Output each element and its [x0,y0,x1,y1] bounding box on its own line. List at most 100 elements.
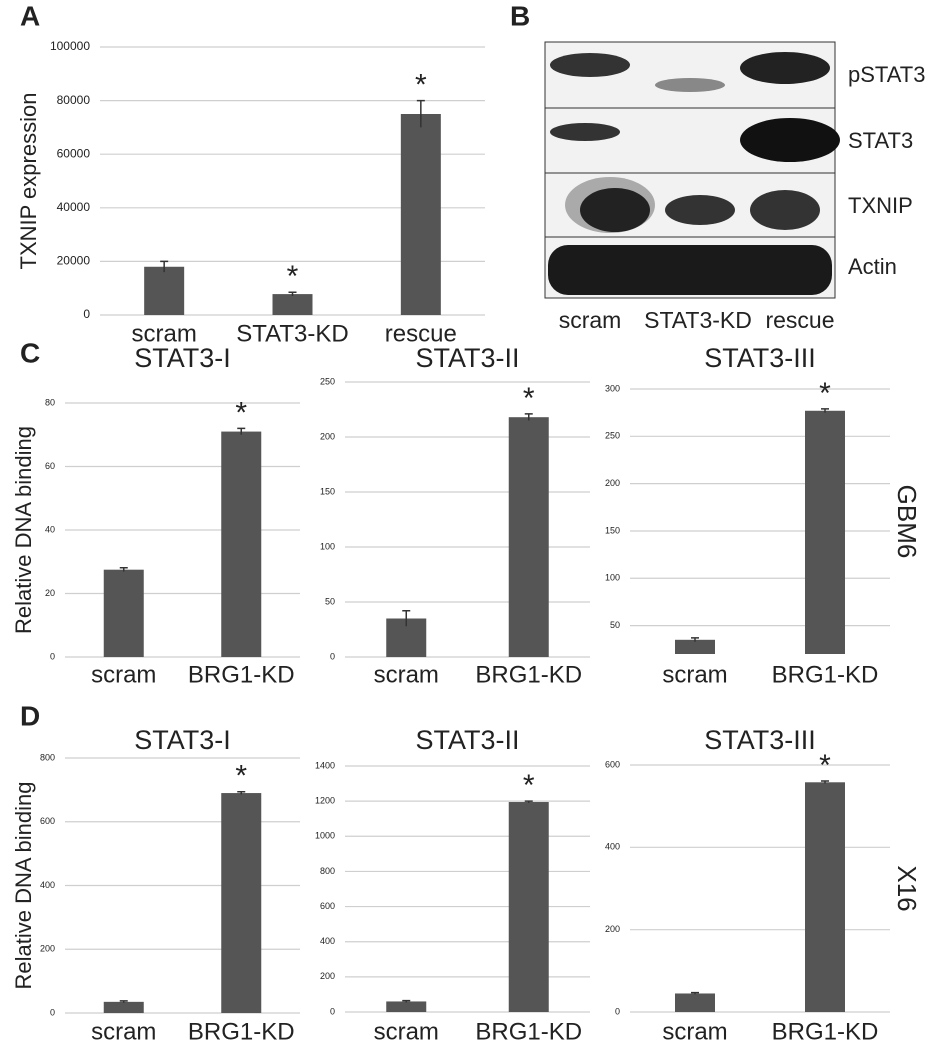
panel-letter: B [510,0,530,31]
bar [400,114,441,315]
y-tick-label: 100 [605,573,620,583]
error-bar [119,1000,128,1003]
x-tick-label: STAT3-KD [236,320,348,347]
y-tick-label: 0 [50,1007,55,1017]
y-tick-label: 100 [320,541,335,551]
x-tick-label: scram [374,661,439,688]
y-tick-label: 150 [605,525,620,535]
y-tick-label: 0 [83,307,90,321]
bar [805,410,845,654]
blot-band [550,53,630,77]
blot-band [750,190,820,230]
blot-band [548,245,832,295]
chart-title: STAT3-II [415,343,519,373]
y-tick-label: 40000 [57,200,91,214]
western-blot: B pSTAT3 STAT3 TXNIP Actin scram STAT3-K… [510,0,925,333]
error-bar [821,408,829,413]
y-tick-label: 400 [605,842,620,852]
x-tick-label: rescue [385,320,457,347]
y-tick-label: 20000 [57,254,91,268]
y-tick-label: 80 [45,397,55,407]
y-tick-label: 200 [40,944,55,954]
error-bar [237,427,246,435]
panel-letter: D [20,700,40,731]
bar [221,431,262,657]
y-axis-label: Relative DNA binding [11,782,36,990]
y-tick-label: 800 [40,752,55,762]
chart-title: STAT3-I [134,725,231,755]
chart-title: STAT3-III [704,725,816,755]
error-bar [821,780,829,784]
significance-mark: * [287,260,299,293]
bar [103,569,144,657]
error-bar [402,999,411,1003]
y-tick-label: 600 [320,901,335,911]
y-tick-label: 0 [330,651,335,661]
blot-band [740,52,830,84]
blot-band [550,123,620,141]
y-tick-label: 600 [40,816,55,826]
bar [221,793,262,1013]
panel-letter: A [20,0,40,31]
x-tick-label: BRG1-KD [188,661,295,688]
error-bar [288,291,297,296]
y-axis-label: Relative DNA binding [11,426,36,634]
error-bar [691,637,699,642]
y-tick-label: 100000 [50,39,90,53]
error-bar [691,991,699,995]
y-axis-label: TXNIP expression [16,93,41,270]
y-tick-label: 800 [320,866,335,876]
y-tick-label: 200 [605,924,620,934]
blot-band [580,188,650,232]
bar [675,993,715,1012]
y-tick-label: 200 [605,478,620,488]
blot-band [665,195,735,225]
y-tick-label: 300 [605,383,620,393]
y-tick-label: 250 [320,376,335,386]
y-tick-label: 400 [40,880,55,890]
chart-title: STAT3-III [704,343,816,373]
side-label: GBM6 [892,485,922,559]
blot-band [655,78,725,92]
y-tick-label: 200 [320,431,335,441]
significance-mark: * [235,760,247,793]
y-tick-label: 250 [605,431,620,441]
error-bar [524,800,533,803]
significance-mark: * [235,396,247,429]
x-tick-label: BRG1-KD [188,1018,295,1045]
x-tick-label: scram [662,1018,727,1045]
panel-letter: C [20,337,40,368]
bar [508,417,549,657]
blot-lane-label: scram [559,307,622,333]
y-tick-label: 0 [50,651,55,661]
bar [144,266,185,315]
y-tick-label: 40 [45,524,55,534]
x-tick-label: BRG1-KD [772,661,879,688]
significance-mark: * [523,382,535,415]
blot-row-label: TXNIP [848,193,913,218]
side-label: X16 [892,865,922,911]
significance-mark: * [415,69,427,102]
blot-lane-label: STAT3-KD [644,307,752,333]
y-tick-label: 400 [320,936,335,946]
y-tick-label: 200 [320,971,335,981]
x-tick-label: scram [131,320,196,347]
y-tick-label: 60 [45,461,55,471]
error-bar [237,791,246,795]
error-bar [524,413,533,421]
bar [508,802,549,1012]
blot-row-label: Actin [848,254,897,279]
bar [805,782,845,1012]
y-tick-label: 0 [615,1006,620,1016]
bar [103,1001,144,1013]
blot-row-label: STAT3 [848,128,913,153]
error-bar [160,260,169,273]
blot-band [740,118,840,162]
blot-lane-label: rescue [765,307,834,333]
x-tick-label: scram [662,661,727,688]
y-tick-label: 1000 [315,831,335,841]
x-tick-label: BRG1-KD [772,1018,879,1045]
x-tick-label: scram [91,661,156,688]
y-tick-label: 1400 [315,760,335,770]
